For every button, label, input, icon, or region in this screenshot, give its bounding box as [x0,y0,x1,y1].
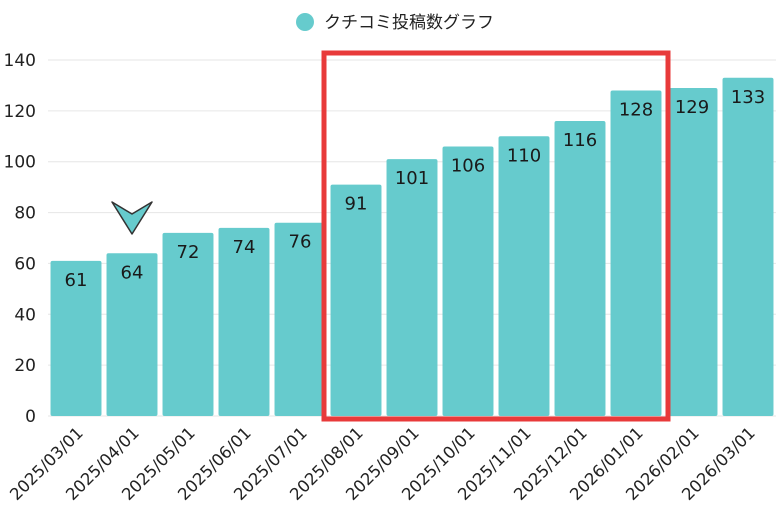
arrow-down-icon [111,201,153,235]
data-label-2026/01/01: 128 [619,100,653,121]
y-tick-label-60: 60 [14,254,36,274]
bar-2026/03/01[interactable] [722,77,774,417]
data-label-2025/05/01: 72 [177,242,200,263]
bar-2025/03/01[interactable] [50,260,102,416]
bars [50,77,774,417]
bar-2025/05/01[interactable] [162,232,214,416]
legend: クチコミ投稿数グラフ [296,13,494,33]
y-tick-label-140: 140 [4,51,36,71]
data-label-2026/02/01: 129 [675,97,709,118]
data-label-2025/11/01: 110 [507,145,541,166]
data-label-2025/09/01: 101 [395,168,429,189]
y-tick-label-20: 20 [14,356,36,376]
y-tick-label-120: 120 [4,102,36,122]
data-labels: 61 64 72 74 76 91 101 106 110 116 128 129 133 [65,87,766,291]
y-axis-tick-labels: 0 20 40 60 80 100 120 140 [4,51,36,427]
x-axis-tick-labels: 2025/03/012025/04/012025/05/012025/06/01… [6,423,759,504]
bar-2026/02/01[interactable] [666,87,718,416]
bar-2025/04/01[interactable] [106,253,158,416]
data-label-2025/07/01: 76 [289,232,312,253]
legend-label: クチコミ投稿数グラフ [324,13,494,33]
data-label-2026/03/01: 133 [731,87,765,108]
data-label-2025/12/01: 116 [563,130,597,151]
highlight-box [321,50,671,422]
y-tick-label-0: 0 [25,407,36,427]
annotations [111,50,671,422]
bar-2025/08/01[interactable] [330,184,382,416]
data-label-2025/03/01: 61 [65,270,88,291]
bar-2026/01/01[interactable] [610,90,662,416]
bar-2025/12/01[interactable] [554,121,606,417]
bar-2025/10/01[interactable] [442,146,494,416]
y-tick-label-40: 40 [14,305,36,325]
data-label-2025/06/01: 74 [233,237,256,258]
data-label-2025/10/01: 106 [451,155,485,176]
bar-2025/11/01[interactable] [498,136,550,417]
y-tick-label-80: 80 [14,204,36,224]
data-label-2025/04/01: 64 [121,262,144,283]
bar-2025/07/01[interactable] [274,222,326,416]
y-tick-label-100: 100 [4,153,36,173]
data-label-2025/08/01: 91 [345,194,368,215]
bar-2025/06/01[interactable] [218,227,270,416]
bar-2025/09/01[interactable] [386,159,438,416]
legend-swatch [296,13,314,31]
